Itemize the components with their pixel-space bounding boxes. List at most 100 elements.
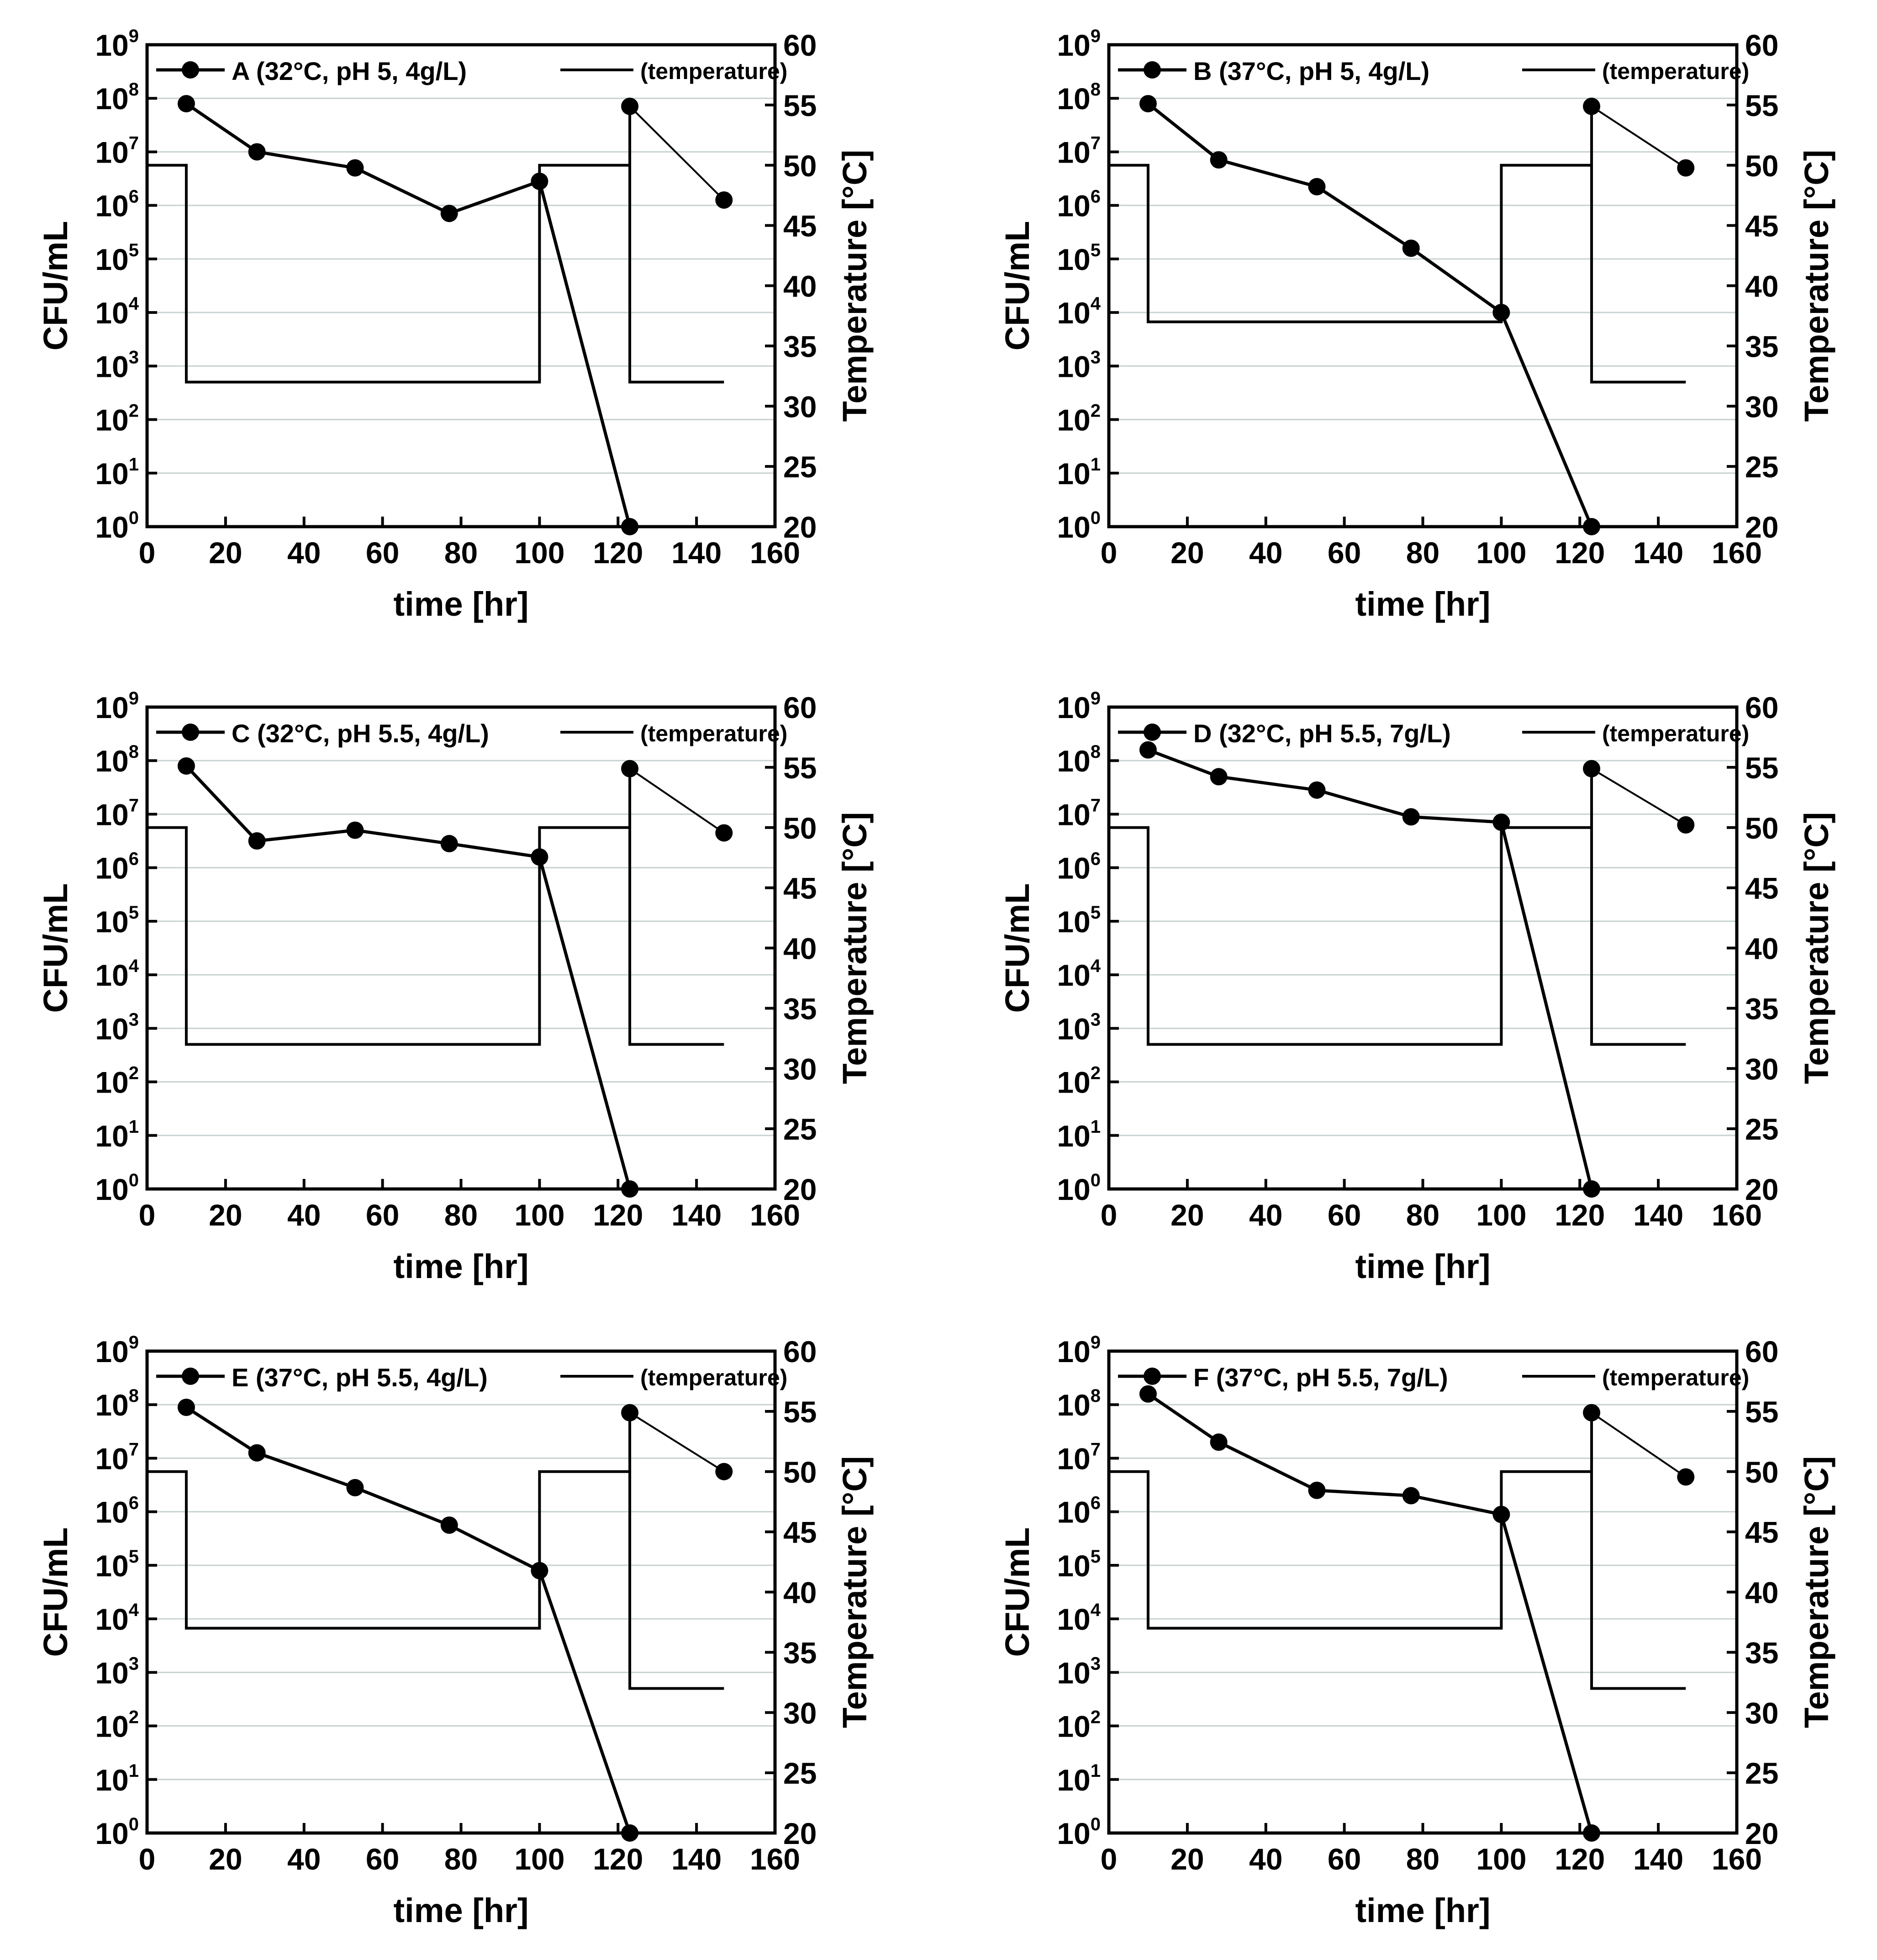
y-right-tick-label: 40 [1745, 932, 1778, 966]
x-tick-label: 140 [1633, 536, 1683, 570]
y-right-tick-label: 35 [1745, 1636, 1778, 1669]
x-tick-label: 0 [1101, 1198, 1118, 1232]
x-tick-label: 160 [1712, 1198, 1762, 1232]
y-right-tick-label: 20 [1745, 510, 1778, 544]
legend-temp-label: (temperature) [640, 1365, 787, 1390]
x-tick-label: 140 [1633, 1842, 1683, 1876]
cfu-point-recovery [715, 1463, 733, 1480]
y-right-tick-label: 25 [783, 1112, 817, 1146]
x-tick-label: 120 [1555, 1842, 1605, 1876]
y-left-tick-label: 109 [95, 1332, 139, 1368]
y-right-axis-title: Temperature [°C] [836, 150, 874, 422]
legend-cfu-label: F (37°C, pH 5.5, 7g/L) [1193, 1363, 1448, 1392]
panel-f: 0 20 40 60 80 100 120 140 160 100 101 102 103 104 105 1… [998, 1332, 1835, 1929]
y-left-tick-label: 102 [1057, 1707, 1101, 1743]
y-right-tick-label: 55 [1745, 751, 1778, 785]
y-left-tick-label: 106 [95, 187, 139, 223]
y-right-tick-label: 30 [783, 1696, 817, 1730]
y-right-tick-label: 40 [783, 1576, 817, 1610]
y-left-tick-label: 104 [95, 294, 139, 330]
cfu-point [346, 1479, 364, 1496]
y-right-tick-label: 25 [1745, 1756, 1778, 1790]
x-tick-label: 0 [139, 1842, 156, 1876]
cfu-point [1139, 741, 1157, 759]
y-right-tick-label: 60 [1745, 691, 1778, 724]
cfu-line [185, 1406, 632, 1834]
y-right-tick-label: 35 [783, 329, 817, 363]
y-right-tick-label: 25 [783, 450, 817, 484]
temperature-line [1109, 1411, 1686, 1690]
x-tick-label: 80 [444, 1198, 478, 1232]
x-tick-label: 0 [139, 536, 156, 570]
x-tick-label: 160 [1712, 536, 1762, 570]
y-right-tick-label: 55 [1745, 1395, 1778, 1429]
legend-cfu-label: D (32°C, pH 5.5, 7g/L) [1193, 719, 1451, 748]
cfu-point [346, 159, 364, 177]
cfu-point [1492, 814, 1510, 831]
x-tick-label: 60 [1328, 1198, 1361, 1232]
y-right-tick-label: 50 [1745, 811, 1778, 845]
y-left-tick-label: 103 [95, 1009, 139, 1046]
legend-cfu-marker [1144, 1368, 1161, 1385]
legend-temp-label: (temperature) [1602, 58, 1749, 84]
y-right-axis-title: Temperature [°C] [1798, 812, 1835, 1084]
cfu-point [621, 518, 639, 535]
y-left-tick-label: 109 [95, 688, 139, 724]
x-tick-label: 80 [1406, 536, 1439, 570]
x-tick-label: 160 [1712, 1842, 1762, 1876]
x-tick-label: 20 [1170, 536, 1204, 570]
cfu-point [1308, 178, 1326, 195]
legend-temp-label: (temperature) [1602, 1365, 1749, 1390]
cfu-point-recovery [621, 1404, 639, 1421]
plot-frame [145, 43, 777, 528]
y-right-tick-label: 60 [1745, 1335, 1778, 1368]
y-left-tick-label: 102 [95, 1707, 139, 1743]
y-right-tick-label: 50 [783, 811, 817, 845]
y-left-tick-label: 103 [1057, 347, 1101, 383]
y-left-tick-label: 108 [95, 1386, 139, 1422]
cfu-point-recovery [715, 824, 733, 842]
cfu-point [531, 848, 548, 866]
y-left-tick-label: 107 [95, 1439, 139, 1475]
legend-cfu-marker [1144, 61, 1161, 79]
y-right-tick-label: 60 [783, 1335, 817, 1368]
y-right-tick-label: 25 [1745, 1112, 1778, 1146]
cfu-line-recovery [629, 1412, 725, 1473]
temperature-line [1109, 767, 1686, 1046]
y-right-tick-label: 45 [783, 209, 817, 243]
x-tick-label: 80 [1406, 1842, 1439, 1876]
y-left-tick-label: 106 [1057, 1493, 1101, 1529]
x-tick-label: 100 [514, 1198, 564, 1232]
x-tick-label: 140 [671, 1198, 722, 1232]
y-left-tick-label: 100 [1057, 1170, 1101, 1206]
cfu-point [531, 1562, 548, 1580]
cfu-line [185, 102, 632, 527]
legend-cfu-label: E (37°C, pH 5.5, 4g/L) [232, 1363, 488, 1392]
x-tick-label: 60 [1328, 536, 1361, 570]
cfu-point [177, 95, 195, 112]
cfu-point [1402, 1487, 1420, 1505]
cfu-point [440, 1516, 458, 1534]
y-right-tick-label: 35 [783, 992, 817, 1025]
x-tick-label: 80 [444, 536, 478, 570]
panel-c: 0 20 40 60 80 100 120 140 160 100 101 102 103 104 105 1… [37, 688, 874, 1285]
y-right-tick-label: 40 [1745, 1576, 1778, 1610]
y-left-axis-title: CFU/mL [998, 883, 1036, 1013]
cfu-point [1583, 518, 1601, 535]
y-right-tick-label: 50 [1745, 1455, 1778, 1489]
y-left-tick-label: 107 [1057, 1439, 1101, 1475]
y-right-tick-label: 25 [783, 1756, 817, 1790]
cfu-point [1210, 151, 1228, 169]
cfu-point-recovery [1677, 159, 1695, 177]
y-left-axis-title: CFU/mL [37, 1527, 74, 1657]
cfu-line [1147, 748, 1593, 1189]
y-left-tick-label: 106 [1057, 187, 1101, 223]
y-right-tick-label: 30 [783, 390, 817, 423]
cfu-point [248, 1444, 266, 1462]
cfu-line-recovery [629, 106, 725, 201]
y-left-tick-label: 108 [1057, 742, 1101, 778]
x-tick-label: 40 [287, 536, 321, 570]
x-tick-label: 120 [593, 536, 643, 570]
x-axis-title: time [hr] [1355, 1247, 1491, 1285]
cfu-point-recovery [1583, 760, 1601, 777]
